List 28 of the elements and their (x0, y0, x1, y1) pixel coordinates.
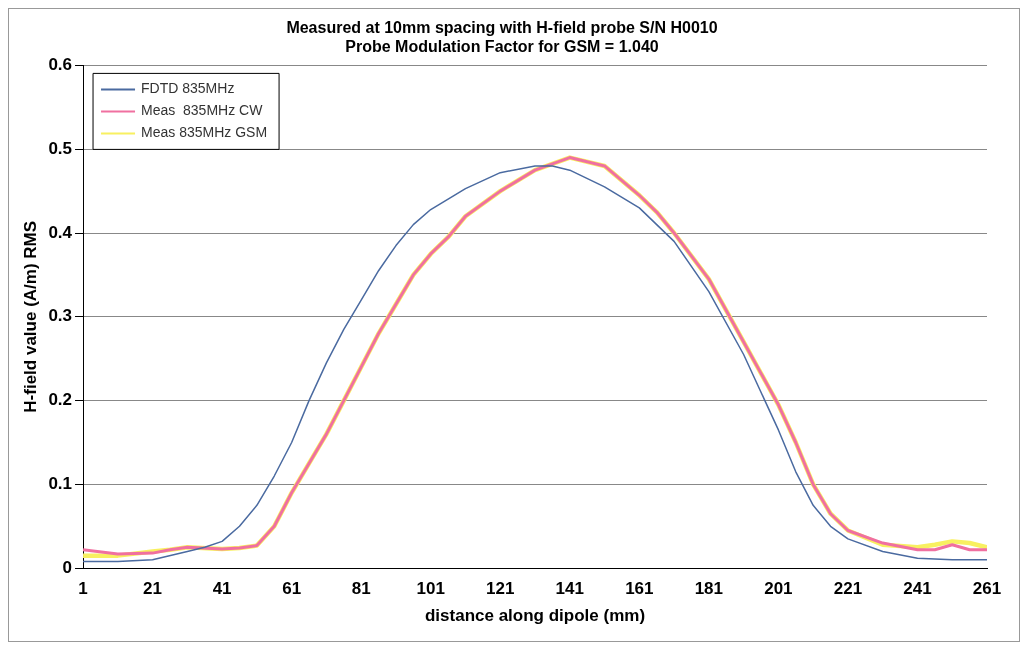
y-tick-label: 0.5 (48, 138, 73, 158)
x-tick-label: 61 (282, 579, 302, 599)
y-tick-label: 0.4 (48, 222, 73, 242)
y-tick-label: 0.6 (48, 55, 73, 75)
x-tick-label: 261 (972, 579, 1002, 599)
y-tick-label: 0.3 (48, 306, 73, 326)
x-tick-label: 181 (694, 579, 724, 599)
text: Measured at 10mm spacing with H-field probe S/N H0010 (286, 19, 718, 37)
y-tick-label: 0.1 (48, 474, 73, 494)
x-tick-label: 81 (351, 579, 371, 599)
y-tick-label: 0.2 (48, 390, 73, 410)
y-axis-title: H-field value (A/m) RMS (20, 220, 40, 413)
text: Probe Modulation Factor for GSM = 1.040 (345, 38, 659, 56)
x-tick-label: 101 (416, 579, 445, 599)
x-tick-label: 141 (555, 579, 584, 599)
x-tick-label: 41 (212, 579, 232, 599)
legend-label: FDTD 835MHz (141, 80, 235, 97)
legend-label: Meas 835MHz CW (141, 102, 264, 119)
x-tick-label: 161 (625, 579, 654, 599)
x-tick-label: 201 (764, 579, 793, 599)
x-tick-label: 121 (486, 579, 515, 599)
x-tick-label: 21 (143, 579, 163, 599)
x-axis-title: distance along dipole (mm) (424, 606, 646, 626)
x-tick-label: 221 (833, 579, 863, 599)
legend-label: Meas 835MHz GSM (141, 124, 268, 141)
x-tick-label: 1 (78, 579, 88, 599)
y-tick-label: 0 (62, 557, 73, 577)
x-tick-label: 241 (903, 579, 932, 599)
